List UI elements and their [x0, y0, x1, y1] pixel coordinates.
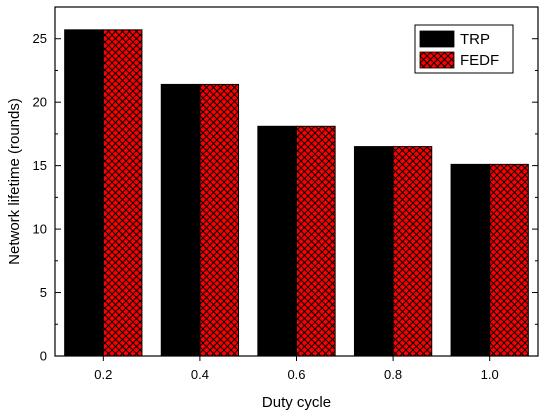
bar-fedf-0.8 — [392, 146, 433, 357]
y-tick-label: 25 — [33, 31, 47, 46]
legend-label-trp: TRP — [460, 31, 490, 48]
x-axis: 0.2 0.4 0.6 0.8 1.0 — [94, 356, 499, 382]
x-tick-label: 0.8 — [384, 367, 402, 382]
y-tick-label: 15 — [33, 158, 47, 173]
y-tick-label: 10 — [33, 222, 47, 237]
y-axis-title: Network lifetime (rounds) — [6, 98, 23, 265]
bar-trp-0.8 — [353, 146, 394, 357]
legend: TRP FEDF — [414, 24, 514, 74]
legend-label-fedf: FEDF — [460, 52, 499, 69]
bar-fedf-0.6 — [296, 125, 336, 357]
bars-group — [64, 29, 529, 357]
x-tick-label: 0.4 — [191, 367, 209, 382]
bar-trp-0.6 — [257, 125, 297, 357]
y-tick-label: 0 — [40, 349, 47, 364]
y-tick-label: 20 — [33, 95, 47, 110]
bar-trp-1.0 — [450, 163, 491, 357]
bar-fedf-1.0 — [489, 163, 529, 357]
legend-swatch-fedf — [419, 51, 455, 69]
x-axis-title: Duty cycle — [262, 394, 331, 411]
bar-fedf-0.4 — [199, 83, 240, 357]
bar-fedf-0.2 — [102, 29, 143, 357]
x-tick-label: 1.0 — [481, 367, 499, 382]
y-axis: 0 5 10 15 20 25 — [33, 6, 538, 364]
x-tick-label: 0.6 — [287, 367, 305, 382]
bar-trp-0.2 — [64, 29, 104, 357]
legend-swatch-trp — [419, 30, 455, 48]
y-tick-label: 5 — [40, 285, 47, 300]
bar-trp-0.4 — [160, 83, 201, 357]
x-tick-label: 0.2 — [94, 367, 112, 382]
